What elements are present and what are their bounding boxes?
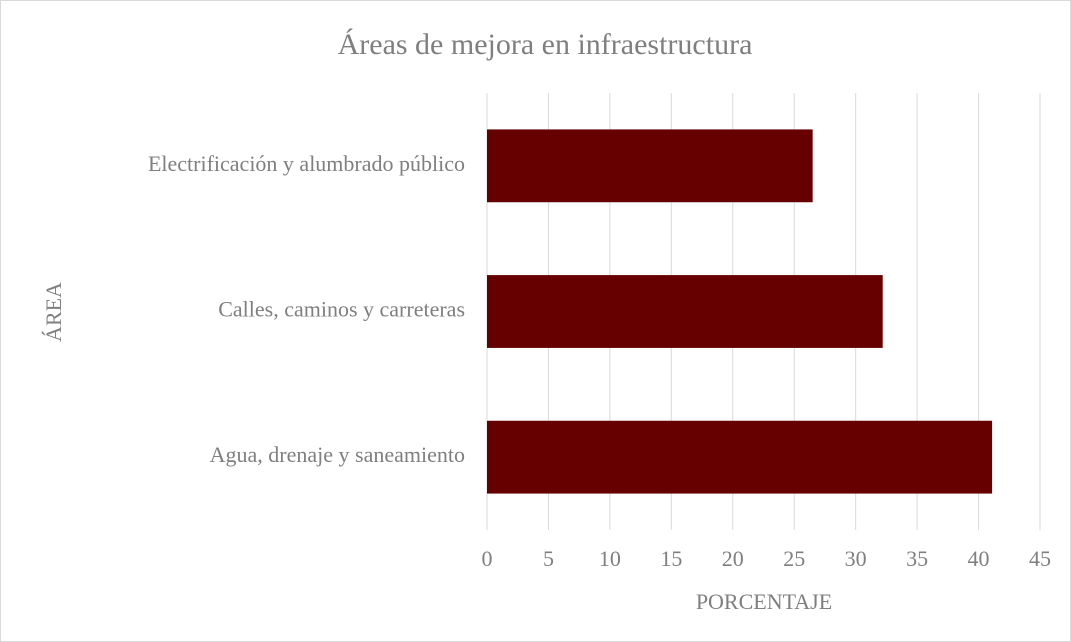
x-tick-label: 35 (906, 546, 928, 571)
bar (487, 420, 993, 494)
x-tick-label: 45 (1029, 546, 1051, 571)
x-tick-label: 5 (543, 546, 554, 571)
y-tick-label: Calles, caminos y carreteras (218, 297, 465, 322)
y-tick-label: Electrificación y alumbrado público (148, 151, 465, 176)
x-tick-label: 15 (660, 546, 682, 571)
x-tick-label: 20 (722, 546, 744, 571)
y-tick-label: Agua, drenaje y saneamiento (210, 442, 465, 467)
x-tick-label: 40 (968, 546, 990, 571)
bar (487, 275, 883, 348)
x-tick-label: 30 (845, 546, 867, 571)
x-tick-label: 25 (783, 546, 805, 571)
y-axis-title: ÁREA (41, 282, 66, 342)
x-tick-label: 10 (599, 546, 621, 571)
chart-title: Áreas de mejora en infraestructura (338, 28, 753, 61)
x-axis-title: PORCENTAJE (696, 589, 832, 614)
x-tick-label: 0 (482, 546, 493, 571)
bar (487, 129, 813, 203)
